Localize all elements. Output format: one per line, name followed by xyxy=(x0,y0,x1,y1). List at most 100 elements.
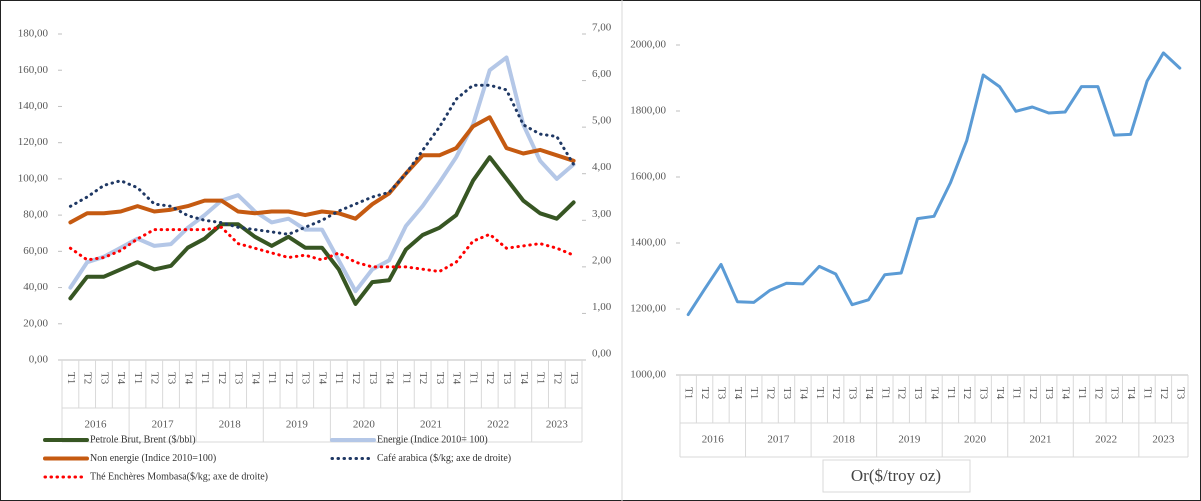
x-tick-label: T1 xyxy=(1010,387,1022,399)
x-tick-label: T2 xyxy=(417,372,429,384)
y-tick-label: 160,00 xyxy=(18,64,49,76)
x-tick-label: T2 xyxy=(961,387,973,399)
x-tick-label: T3 xyxy=(501,372,513,385)
series-line xyxy=(68,55,576,294)
x-tick-label: T2 xyxy=(765,387,777,399)
x-tick-label: T1 xyxy=(1076,387,1088,399)
y2-tick-label: 1,00 xyxy=(592,301,612,313)
x-tick-label: T2 xyxy=(1092,387,1104,399)
x-tick-label: T3 xyxy=(912,387,924,400)
y-tick-label: 1800,00 xyxy=(630,105,666,117)
x-tick-label: T2 xyxy=(484,372,496,384)
y-tick-label: 140,00 xyxy=(18,100,49,112)
x-tick-label: T4 xyxy=(797,387,809,400)
x-tick-label: T1 xyxy=(748,387,760,399)
x-tick-label: T2 xyxy=(82,372,94,384)
x-tick-label: T1 xyxy=(945,387,957,399)
x-tick-label: T3 xyxy=(166,372,178,385)
y-tick-label: 2000,00 xyxy=(630,39,666,51)
x-tick-label: T4 xyxy=(451,372,463,385)
y2-tick-label: 5,00 xyxy=(592,115,612,127)
y-tick-label: 20,00 xyxy=(23,317,48,329)
x-tick-label: T3 xyxy=(847,387,859,400)
legend-label: Thé Enchères Mombasa($/kg; axe de droite… xyxy=(90,471,268,482)
x-tick-label: T4 xyxy=(384,372,396,385)
x-tick-label: T1 xyxy=(333,372,345,384)
legend-label: Petrole Brut, Brent ($/bbl) xyxy=(90,434,196,445)
x-tick-label: T4 xyxy=(994,387,1006,400)
y-tick-label: 60,00 xyxy=(23,245,48,257)
x-tick-label: T1 xyxy=(199,372,211,384)
x-tick-label: T3 xyxy=(1174,387,1186,400)
year-label: 2017 xyxy=(767,434,790,446)
x-tick-label: T2 xyxy=(699,387,711,399)
year-label: 2022 xyxy=(1095,434,1117,446)
year-label: 2020 xyxy=(964,434,987,446)
y-tick-label: 1400,00 xyxy=(630,237,666,249)
x-tick-label: T4 xyxy=(732,387,744,400)
x-tick-label: T3 xyxy=(434,372,446,385)
year-label: 2020 xyxy=(353,419,376,431)
year-label: 2016 xyxy=(85,419,108,431)
y-tick-label: 120,00 xyxy=(18,136,49,148)
x-tick-label: T2 xyxy=(350,372,362,384)
legend-label: Café arabica ($/kg; axe de droite) xyxy=(377,453,511,464)
x-tick-label: T1 xyxy=(132,372,144,384)
x-tick-label: T4 xyxy=(1125,387,1137,400)
x-tick-label: T1 xyxy=(535,372,547,384)
x-tick-label: T3 xyxy=(98,372,110,385)
x-tick-label: T1 xyxy=(814,387,826,399)
x-tick-label: T1 xyxy=(467,372,479,384)
y-tick-label: 1600,00 xyxy=(630,171,666,183)
x-tick-label: T4 xyxy=(182,372,194,385)
x-tick-label: T2 xyxy=(216,372,228,384)
x-tick-label: T3 xyxy=(781,387,793,400)
x-tick-label: T1 xyxy=(879,387,891,399)
year-label: 2019 xyxy=(286,419,309,431)
x-tick-label: T2 xyxy=(551,372,563,384)
x-tick-label: T2 xyxy=(1158,387,1170,399)
title-box xyxy=(822,459,971,493)
y-tick-label: 1000,00 xyxy=(630,369,666,381)
legend-label: Energie (Indice 2010= 100) xyxy=(377,434,488,445)
y2-tick-label: 7,00 xyxy=(592,22,612,34)
x-tick-label: T3 xyxy=(978,387,990,400)
x-tick-label: T3 xyxy=(367,372,379,385)
y2-tick-label: 3,00 xyxy=(592,208,612,220)
x-tick-label: T2 xyxy=(283,372,295,384)
year-label: 2017 xyxy=(152,419,175,431)
year-label: 2019 xyxy=(898,434,921,446)
y-tick-label: 100,00 xyxy=(18,172,49,184)
x-tick-label: T1 xyxy=(1142,387,1154,399)
x-tick-label: T3 xyxy=(568,372,580,385)
year-label: 2023 xyxy=(546,419,569,431)
y-tick-label: 0,00 xyxy=(29,354,49,366)
y2-tick-label: 6,00 xyxy=(592,68,612,80)
y2-tick-label: 0,00 xyxy=(592,348,612,360)
y2-tick-label: 4,00 xyxy=(592,161,612,173)
year-label: 2022 xyxy=(487,419,509,431)
series-line xyxy=(68,155,576,306)
y-tick-label: 80,00 xyxy=(23,209,48,221)
series-line xyxy=(686,51,1182,317)
y-tick-label: 180,00 xyxy=(18,28,49,40)
x-tick-label: T3 xyxy=(233,372,245,385)
year-label: 2018 xyxy=(833,434,856,446)
x-tick-label: T3 xyxy=(715,387,727,400)
x-tick-label: T4 xyxy=(115,372,127,385)
year-label: 2021 xyxy=(1030,434,1052,446)
y-tick-label: 40,00 xyxy=(23,281,48,293)
x-tick-label: T1 xyxy=(683,387,695,399)
x-tick-label: T3 xyxy=(1043,387,1055,400)
x-tick-label: T3 xyxy=(300,372,312,385)
series-line xyxy=(68,115,576,225)
year-label: 2023 xyxy=(1152,434,1175,446)
x-tick-label: T1 xyxy=(266,372,278,384)
year-label: 2018 xyxy=(219,419,242,431)
year-label: 2021 xyxy=(420,419,442,431)
x-tick-label: T4 xyxy=(249,372,261,385)
x-tick-label: T3 xyxy=(1109,387,1121,400)
series-line xyxy=(68,225,576,273)
x-tick-label: T2 xyxy=(896,387,908,399)
